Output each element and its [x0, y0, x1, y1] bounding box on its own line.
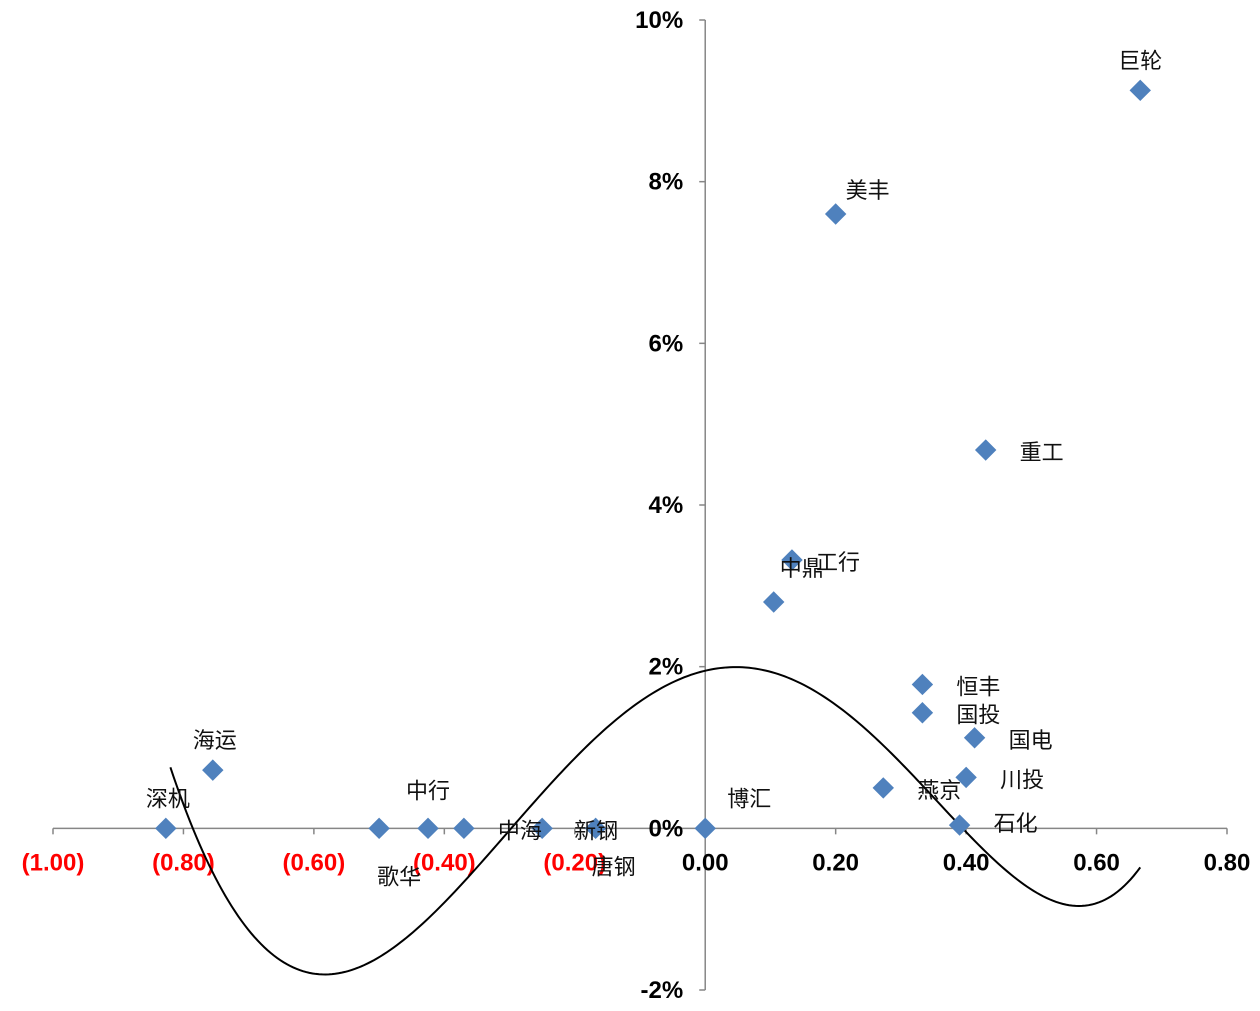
- data-point-label: 工行: [816, 551, 860, 576]
- data-point-label: 唐钢: [592, 855, 636, 880]
- x-tick-label: (0.20): [543, 849, 606, 876]
- x-tick-label: 0.80: [1204, 849, 1251, 876]
- x-tick-label: (0.40): [413, 849, 476, 876]
- x-tick-label: 0.60: [1073, 849, 1120, 876]
- data-point-marker: [584, 817, 607, 840]
- data-point-marker: [453, 817, 475, 840]
- data-point-label: 中鼎: [780, 557, 824, 582]
- x-tick-label: (0.80): [152, 849, 215, 876]
- data-point-marker: [974, 439, 997, 461]
- points-layer: [155, 79, 1151, 840]
- data-point-marker: [762, 591, 785, 613]
- data-point-marker: [1129, 79, 1151, 102]
- y-tick-label: 0%: [649, 815, 684, 842]
- x-tick-label: 0.00: [682, 849, 729, 876]
- data-point-marker: [781, 549, 803, 571]
- data-point-label: 歌华: [377, 865, 421, 890]
- data-point-label: 博汇: [727, 787, 771, 812]
- data-point-label: 恒丰: [956, 675, 1000, 700]
- x-tick-label: (0.60): [283, 849, 346, 876]
- data-point-label: 巨轮: [1118, 49, 1162, 74]
- x-tick-label: (1.00): [22, 849, 85, 876]
- data-point-label: 川投: [1000, 768, 1044, 793]
- data-point-label: 中行: [406, 779, 450, 804]
- data-point-marker: [368, 817, 390, 840]
- polynomial-trendline: [169, 666, 1142, 976]
- data-point-label: 国电: [1009, 729, 1053, 754]
- data-point-marker: [694, 817, 716, 840]
- data-point-marker: [911, 702, 934, 724]
- data-point-label: 国投: [956, 704, 1000, 729]
- data-point-marker: [948, 814, 971, 836]
- data-point-marker: [202, 759, 224, 781]
- x-tick-label: 0.20: [812, 849, 859, 876]
- y-tick-label: -2%: [641, 977, 684, 1004]
- data-point-label: 深机: [146, 787, 190, 812]
- data-point-label: 燕京: [917, 779, 961, 804]
- x-tick-label: 0.40: [943, 849, 990, 876]
- data-point-marker: [824, 203, 847, 225]
- y-tick-label: 6%: [649, 330, 684, 357]
- data-point-marker: [155, 817, 177, 840]
- axes: (1.00) (0.80) (0.60) (0.40) (0.20) 0.00 0.20 0.…: [22, 7, 1251, 1004]
- data-point-marker: [872, 777, 894, 799]
- data-point-label: 石化: [994, 812, 1038, 837]
- data-point-label: 美丰: [846, 179, 890, 204]
- data-point-marker: [963, 727, 986, 749]
- y-tick-label: 8%: [649, 169, 684, 196]
- data-point-marker: [417, 817, 439, 840]
- data-point-label: 新钢: [574, 819, 618, 844]
- data-point-label: 中海: [498, 819, 542, 844]
- trendline-layer: [169, 666, 1142, 976]
- data-point-label: 海运: [193, 729, 237, 754]
- y-tick-label: 4%: [649, 492, 684, 519]
- data-point-marker: [531, 817, 553, 840]
- data-point-marker: [955, 766, 977, 789]
- data-point-marker: [911, 673, 934, 696]
- data-point-label: 重工: [1020, 441, 1064, 466]
- y-tick-label: 2%: [649, 654, 684, 681]
- y-tick-label: 10%: [635, 7, 683, 34]
